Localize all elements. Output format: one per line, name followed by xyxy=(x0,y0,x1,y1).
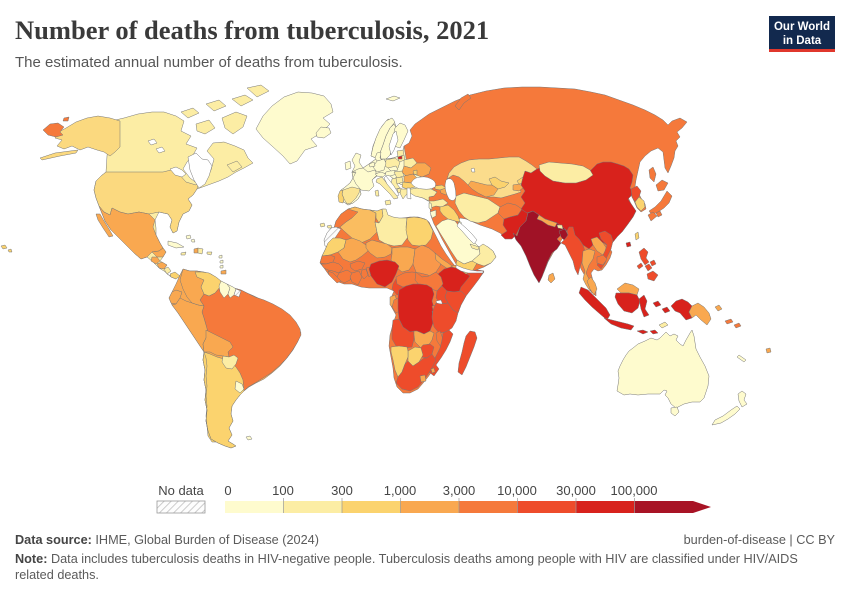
svg-text:10,000: 10,000 xyxy=(497,483,537,498)
svg-text:300: 300 xyxy=(331,483,353,498)
svg-text:30,000: 30,000 xyxy=(556,483,596,498)
svg-text:3,000: 3,000 xyxy=(443,483,476,498)
svg-text:100: 100 xyxy=(272,483,294,498)
svg-text:1,000: 1,000 xyxy=(384,483,417,498)
svg-text:0: 0 xyxy=(224,483,231,498)
svg-text:100,000: 100,000 xyxy=(611,483,658,498)
svg-text:No data: No data xyxy=(158,483,204,498)
